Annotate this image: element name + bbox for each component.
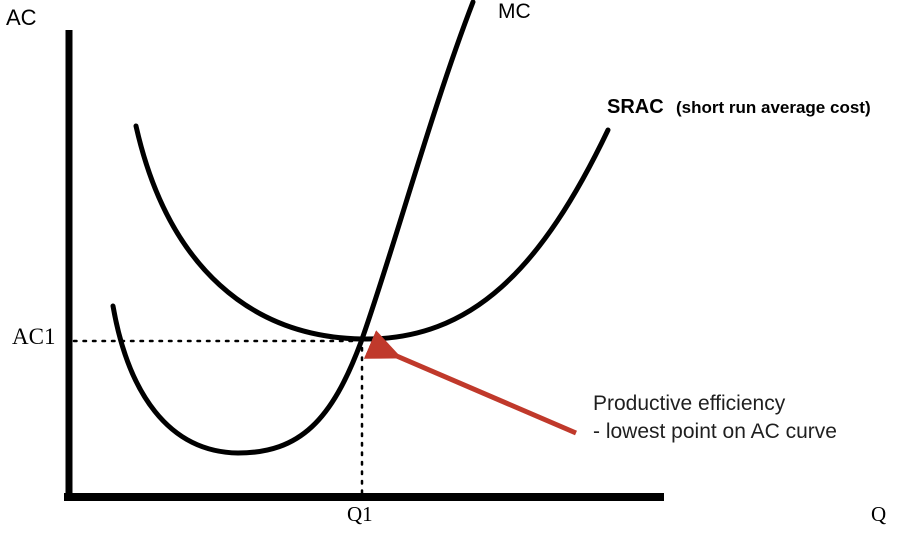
mc-curve <box>110 0 476 456</box>
srac-curve-sublabel: (short run average cost) <box>676 98 871 117</box>
annotation-line-1: Productive efficiency <box>593 392 786 415</box>
mc-curve-label: MC <box>498 0 531 23</box>
annotation-line-2: - lowest point on AC curve <box>593 420 837 444</box>
ac1-tick-label: AC1 <box>12 324 56 349</box>
srac-curve-label: SRAC <box>607 96 664 118</box>
srac-curve <box>133 123 611 342</box>
x-axis-label: Q <box>871 502 887 526</box>
q1-tick-label: Q1 <box>347 502 373 526</box>
productive-efficiency-arrow <box>363 330 577 436</box>
productive-efficiency-annotation: Productive efficiency - lowest point on … <box>593 390 837 447</box>
y-axis-label: AC <box>6 5 37 30</box>
